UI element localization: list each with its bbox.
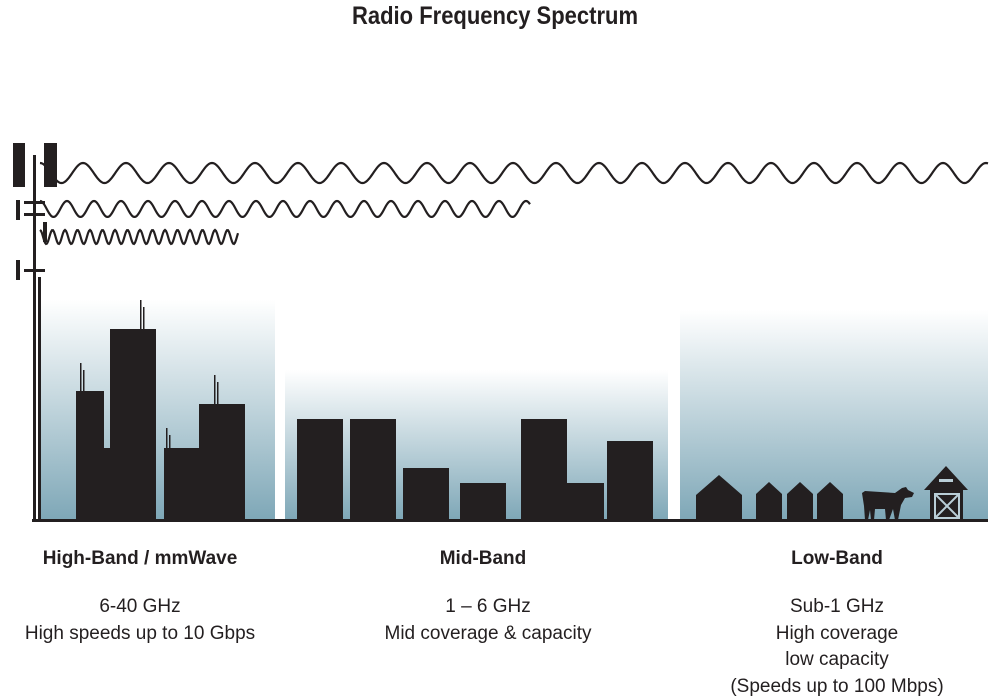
band-line: (Speeds up to 100 Mbps): [730, 675, 944, 697]
cell-tower-icon: [13, 143, 988, 522]
band-desc-low: Sub-1 GHz High coverage low capacity (Sp…: [730, 594, 943, 700]
band-title-high: High-Band / mmWave: [42, 548, 238, 569]
mid-band-wave: [39, 199, 531, 218]
city-buildings-icon: [76, 300, 245, 520]
high-band-wave: [39, 228, 240, 246]
barn-icon: [924, 466, 968, 520]
low-band-wave: [39, 161, 989, 185]
band-line: High coverage: [775, 622, 899, 644]
page-title: Radio Frequency Spectrum: [351, 2, 639, 30]
band-title-mid: Mid-Band: [439, 548, 527, 569]
band-line: High speeds up to 10 Gbps: [24, 622, 256, 644]
band-desc-mid: 1 – 6 GHz Mid coverage & capacity: [385, 594, 592, 647]
band-title-low: Low-Band: [791, 548, 883, 569]
band-desc-high: 6-40 GHz High speeds up to 10 Gbps: [25, 594, 255, 647]
band-line: Sub-1 GHz: [790, 596, 884, 617]
band-line: low capacity: [785, 649, 889, 670]
band-line: 6-40 GHz: [99, 596, 181, 617]
suburb-buildings-icon: [297, 419, 653, 520]
band-line: 1 – 6 GHz: [445, 596, 531, 617]
house-icon: [696, 475, 843, 520]
band-line: Mid coverage & capacity: [384, 622, 592, 644]
cow-icon: [862, 487, 914, 520]
